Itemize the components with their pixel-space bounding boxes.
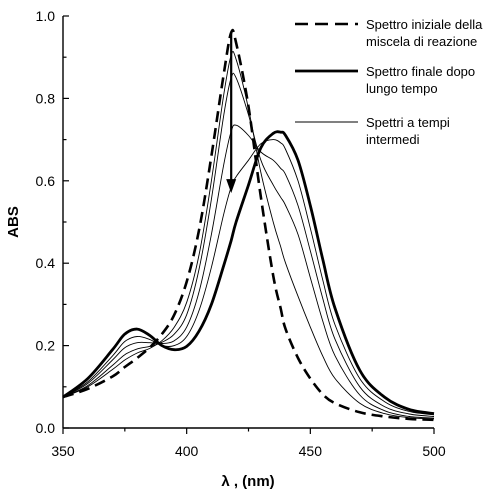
legend-label-1: miscela di reazione: [366, 34, 477, 49]
y-ticks: 0.0 0.2 0.4 0.6 0.8 1.0: [36, 8, 69, 436]
legend-label-3: intermedi: [366, 132, 420, 147]
y-tick-label: 0.8: [36, 90, 56, 106]
y-axis-title: ABS: [5, 206, 22, 238]
y-tick-label: 0.4: [36, 255, 56, 271]
x-tick-label: 450: [299, 443, 323, 459]
legend: Spettro iniziale della miscela di reazion…: [295, 17, 483, 147]
y-tick-label: 0.2: [36, 338, 56, 354]
x-tick-label: 500: [422, 443, 446, 459]
legend-label-2: lungo tempo: [366, 81, 438, 96]
x-tick-label: 350: [51, 443, 75, 459]
y-tick-label: 1.0: [36, 8, 56, 24]
y-tick-label: 0.6: [36, 173, 56, 189]
spectrum-line-3: [62, 139, 435, 416]
spectrum-line-5: [62, 72, 435, 419]
legend-label-2: Spettro finale dopo: [366, 64, 475, 79]
decrease-arrow: [226, 32, 237, 194]
spectrum-line-2: [62, 130, 435, 415]
spectrum-line-6: [62, 51, 435, 420]
legend-label-1: Spettro iniziale della: [366, 17, 483, 32]
x-ticks: 350 400 450 500: [51, 428, 446, 459]
y-tick-label: 0.0: [36, 420, 56, 436]
spectrum-line-1: [62, 28, 435, 422]
arrow-head: [226, 179, 237, 194]
spectrum-line-4: [62, 124, 435, 417]
curves-layer: [62, 28, 435, 422]
legend-label-3: Spettri a tempi: [366, 115, 450, 130]
x-tick-label: 400: [175, 443, 199, 459]
x-axis-title: λ , (nm): [221, 473, 274, 490]
